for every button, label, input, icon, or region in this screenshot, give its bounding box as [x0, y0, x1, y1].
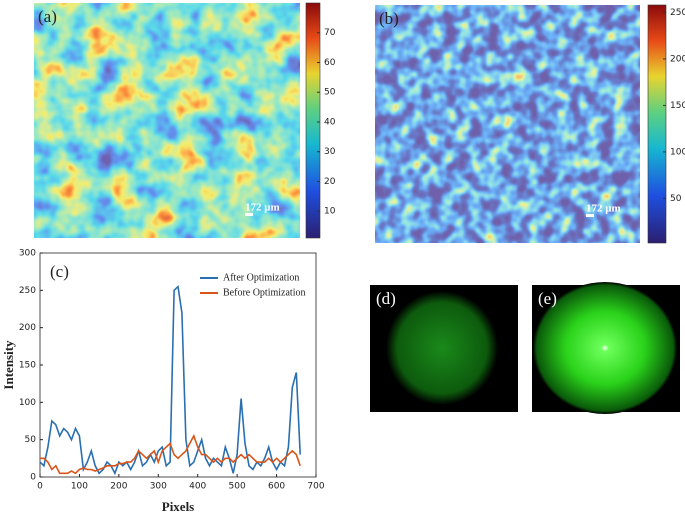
colorbar-tick-label: 100 — [670, 147, 685, 157]
colorbar-tick-label: 150 — [670, 101, 685, 111]
scale-bar-label: 172 μm — [586, 203, 621, 215]
x-tick-label: 300 — [150, 482, 167, 492]
y-tick-label: 150 — [19, 361, 36, 371]
panel-label: (b) — [379, 9, 399, 28]
heatmap-image — [34, 3, 300, 238]
x-tick-label: 400 — [189, 482, 206, 492]
colorbar-tick-label: 200 — [670, 54, 685, 64]
panel-label: (a) — [38, 7, 57, 26]
image-panel: (e) — [532, 282, 680, 414]
colorbar — [305, 2, 321, 239]
colorbar-tick-label: 60 — [324, 58, 336, 68]
heatmap-panel: (a) 172 μm 10 20 30 40 50 60 70 — [34, 2, 336, 239]
y-tick-label: 250 — [19, 286, 36, 296]
x-tick-label: 500 — [229, 482, 246, 492]
focus — [533, 282, 677, 414]
x-tick-label: 600 — [268, 482, 285, 492]
y-axis-label: Intensity — [1, 340, 16, 390]
scale-bar — [245, 213, 253, 216]
x-tick-label: 0 — [37, 482, 43, 492]
y-tick-label: 0 — [30, 473, 36, 483]
colorbar-tick-label: 20 — [324, 177, 336, 187]
x-tick-label: 100 — [71, 482, 88, 492]
scale-bar-label: 172 μm — [245, 202, 280, 214]
panel-label: (c) — [50, 262, 69, 281]
x-axis-label: Pixels — [162, 499, 195, 514]
colorbar-tick-label: 10 — [324, 207, 336, 217]
heatmap-image — [375, 5, 640, 243]
colorbar — [647, 4, 667, 244]
speckle — [386, 291, 498, 405]
colorbar-tick-label: 250 — [670, 8, 685, 18]
image-panel: (d) — [370, 285, 518, 412]
colorbar-tick-label: 50 — [324, 88, 336, 98]
colorbar-tick-label: 40 — [324, 117, 336, 127]
y-tick-label: 300 — [19, 249, 36, 259]
colorbar-tick-label: 70 — [324, 28, 336, 38]
colorbar-tick-label: 30 — [324, 147, 336, 157]
x-tick-label: 700 — [307, 482, 324, 492]
panel-label: (e) — [538, 289, 557, 308]
scale-bar — [586, 214, 594, 217]
y-tick-label: 100 — [19, 398, 36, 408]
y-tick-label: 200 — [19, 323, 36, 333]
series-line — [40, 433, 301, 475]
y-tick-label: 50 — [25, 435, 37, 445]
line-chart: 0 100 200 300 400 500 600 700 0 50 100 150 200 250 300… — [1, 249, 325, 514]
legend-label: After Optimization — [223, 272, 299, 283]
legend-label: Before Optimization — [223, 287, 305, 298]
heatmap-panel: (b) 172 μm 50 100 150 200 250 — [375, 4, 685, 244]
x-tick-label: 200 — [110, 482, 127, 492]
panel-label: (d) — [376, 289, 396, 308]
colorbar-tick-label: 50 — [670, 194, 682, 204]
